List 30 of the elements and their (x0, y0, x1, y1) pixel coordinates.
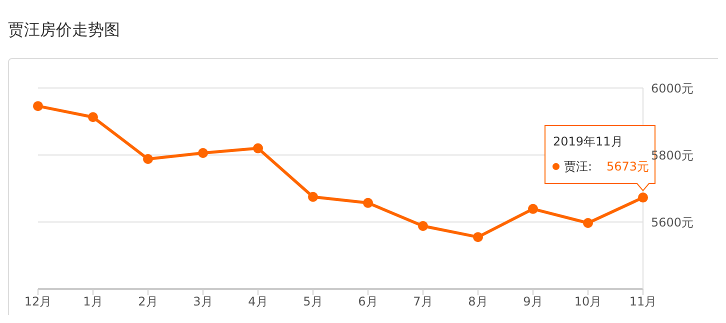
x-tick-label: 3月 (193, 294, 213, 309)
point (88, 112, 98, 122)
y-tick-label: 6000元 (651, 81, 694, 96)
x-tick-label: 6月 (358, 294, 378, 309)
point (363, 198, 373, 208)
x-tick-label: 2月 (138, 294, 158, 309)
x-tick-label: 5月 (303, 294, 323, 309)
point (143, 154, 153, 164)
point (583, 218, 593, 228)
point (473, 232, 483, 242)
x-tick-label: 12月 (24, 294, 52, 309)
point (308, 192, 318, 202)
point (198, 148, 208, 158)
x-tick-label: 11月 (629, 294, 657, 309)
x-tick-label: 1月 (83, 294, 103, 309)
annotation: 2019年11月 (553, 134, 623, 149)
x-tick-label: 8月 (468, 294, 488, 309)
point (528, 204, 538, 214)
x-tick-label: 10月 (574, 294, 602, 309)
point (33, 101, 43, 112)
x-tick-label: 9月 (523, 294, 543, 309)
annotation: 贾汪: (564, 160, 592, 174)
x-tick-label: 4月 (248, 294, 268, 309)
x-tick-label: 7月 (413, 294, 433, 309)
point (253, 143, 263, 154)
point (418, 221, 428, 232)
point (638, 192, 648, 203)
chart-title: 贾汪房价走势图 (8, 20, 120, 41)
data-label: 5673元 (606, 160, 649, 174)
y-tick-label: 5600元 (651, 215, 694, 230)
